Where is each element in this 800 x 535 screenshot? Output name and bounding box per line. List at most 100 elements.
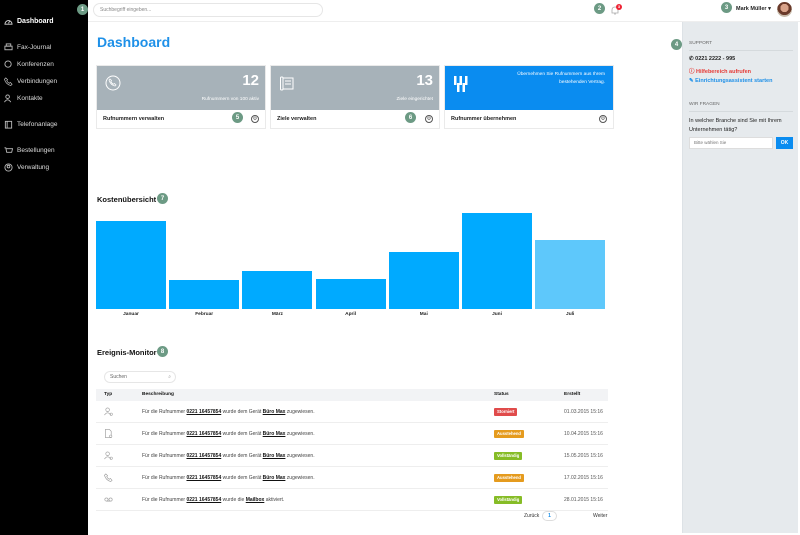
marker-badge: 5 (232, 112, 243, 123)
marker-badge: 1 (77, 4, 88, 15)
column-header-type[interactable]: Typ (104, 392, 113, 397)
sidebar-item-bestellungen[interactable]: Bestellungen (4, 146, 55, 155)
table-row[interactable]: Für die Rufnummer 0221 16457854 wurde de… (96, 423, 608, 445)
pager-next[interactable]: Weiter (593, 513, 608, 519)
phone-number-link[interactable]: 0221 16457854 (186, 475, 222, 481)
status-badge: Vollständig (494, 496, 523, 504)
gear-icon[interactable]: ⚙ (425, 115, 433, 123)
table-row[interactable]: Für die Rufnummer 0221 16457854 wurde di… (96, 489, 608, 511)
target-link[interactable]: Büro Max (262, 409, 286, 415)
page-title: Dashboard (97, 34, 171, 50)
marker-badge: 2 (594, 3, 605, 14)
column-header-created[interactable]: Erstellt (564, 392, 581, 397)
phone-circle-icon (105, 75, 121, 93)
gear-icon[interactable]: ⚙ (599, 115, 607, 123)
survey-heading: WIR FRAGEN (689, 102, 720, 107)
card-rufnummer-uebernehmen: Übernehmen Sie Rufnummern aus Ihrem best… (444, 65, 614, 129)
status-badge: Ausstehend (494, 474, 524, 482)
created-date: 17.02.2015 15:16 (564, 475, 603, 481)
table-row[interactable]: Für die Rufnummer 0221 16457854 wurde de… (96, 467, 608, 489)
chart-bar[interactable] (388, 252, 459, 309)
sidebar-item-dashboard[interactable]: Dashboard (4, 17, 54, 26)
event-description: Für die Rufnummer 0221 16457854 wurde de… (142, 475, 315, 481)
table-row[interactable]: Für die Rufnummer 0221 16457854 wurde de… (96, 445, 608, 467)
wizard-link[interactable]: ✎ Einrichtungsassistent starten (689, 78, 773, 84)
sidebar: Dashboard Fax-Journal Konferenzen Verbin… (0, 0, 88, 535)
chart-bar[interactable] (169, 280, 240, 309)
phone-icon (104, 473, 113, 482)
chart-bar[interactable] (242, 271, 313, 309)
table-header: Typ Beschreibung Status Erstellt (96, 389, 608, 401)
chart-bar[interactable] (462, 213, 532, 309)
chart-bar[interactable] (96, 221, 166, 309)
chart-x-label: Juli (566, 312, 575, 317)
search-input[interactable]: Suchbegriff eingeben... (93, 3, 323, 17)
right-panel: SUPPORT ✆ 0221 2222 - 995 ⓘ Hilfebereich… (682, 22, 798, 533)
table-row[interactable]: Für die Rufnummer 0221 16457854 wurde de… (96, 401, 608, 423)
column-header-description[interactable]: Beschreibung (142, 392, 174, 397)
phone-number-link[interactable]: 0221 16457854 (186, 409, 222, 415)
event-description: Für die Rufnummer 0221 16457854 wurde de… (142, 409, 315, 415)
card-description: Übernehmen Sie Rufnummern aus Ihrem best… (517, 72, 605, 85)
target-link[interactable]: Büro Max (262, 475, 286, 481)
cart-icon (4, 146, 14, 155)
topbar: Suchbegriff eingeben... (88, 0, 800, 22)
phone-system-icon (4, 120, 13, 129)
table-search-input[interactable]: Suchen ⌕ (104, 371, 176, 383)
sidebar-item-verbindungen[interactable]: Verbindungen (4, 77, 57, 86)
sidebar-item-label: Telefonanlage (17, 121, 58, 128)
sidebar-item-kontakte[interactable]: Kontakte (4, 94, 43, 103)
pager-prev[interactable]: Zurück (524, 513, 540, 519)
sidebar-item-konferenzen[interactable]: Konferenzen (4, 60, 54, 69)
section-title-monitor: Ereignis-Monitor (97, 348, 157, 357)
sidebar-item-verwaltung[interactable]: Verwaltung (4, 163, 49, 172)
chart-x-label: Mai (419, 312, 428, 317)
marker-badge: 7 (157, 193, 168, 204)
phone-number-link[interactable]: 0221 16457854 (186, 453, 222, 459)
printer-icon (4, 43, 13, 52)
marker-badge: 4 (671, 39, 682, 50)
card-subtitle: Ziele eingerichtet (396, 97, 433, 102)
event-description: Für die Rufnummer 0221 16457854 wurde di… (142, 497, 285, 503)
user-menu[interactable]: Mark Müller ▾ (736, 6, 771, 12)
user-device-icon (104, 407, 113, 416)
industry-select[interactable]: Bitte wählen Sie (689, 137, 773, 149)
sidebar-item-fax-journal[interactable]: Fax-Journal (4, 43, 51, 52)
pager-current-page[interactable]: 1 (542, 511, 557, 521)
chart-x-label: Juni (492, 312, 502, 317)
chart-bar[interactable] (315, 279, 386, 309)
card-link[interactable]: Rufnummer übernehmen (451, 116, 517, 122)
column-header-status[interactable]: Status (494, 392, 509, 397)
brand-logo-icon (453, 75, 469, 93)
phone-number-link[interactable]: 0221 16457854 (186, 497, 222, 503)
card-number: 12 (242, 72, 259, 89)
ok-button[interactable]: OK (776, 137, 793, 149)
target-link[interactable]: Büro Max (262, 431, 286, 437)
card-link[interactable]: Ziele verwalten (277, 116, 317, 122)
status-badge: Vollständig (494, 452, 523, 460)
phone-call-icon (4, 77, 13, 86)
event-description: Für die Rufnummer 0221 16457854 wurde de… (142, 431, 315, 437)
target-link[interactable]: Mailbox (245, 497, 265, 503)
help-link[interactable]: ⓘ Hilfebereich aufrufen (689, 69, 752, 75)
sidebar-item-telefonanlage[interactable]: Telefonanlage (4, 120, 57, 129)
sidebar-item-label: Bestellungen (17, 147, 55, 154)
phone-number-link[interactable]: 0221 16457854 (186, 431, 222, 437)
voicemail-icon (104, 495, 113, 504)
chart-x-label: Februar (195, 312, 214, 317)
support-heading: SUPPORT (689, 41, 713, 46)
target-link[interactable]: Büro Max (262, 453, 286, 459)
chart-bar[interactable] (535, 240, 606, 309)
card-link[interactable]: Rufnummern verwalten (103, 116, 165, 122)
avatar[interactable] (777, 2, 792, 17)
search-icon: ⌕ (168, 374, 171, 380)
cost-chart: Januar Februar März April Mai Juni Juli (96, 205, 606, 317)
desk-phone-icon (279, 75, 295, 93)
sidebar-item-label: Verbindungen (17, 78, 58, 85)
chart-x-label: April (345, 312, 357, 317)
user-device-icon (104, 451, 113, 460)
marker-badge: 3 (721, 2, 732, 13)
sidebar-item-label: Kontakte (17, 95, 43, 102)
card-subtitle: Rufnummern von 100 aktiv (201, 97, 259, 102)
gear-icon[interactable]: ⚙ (251, 115, 259, 123)
